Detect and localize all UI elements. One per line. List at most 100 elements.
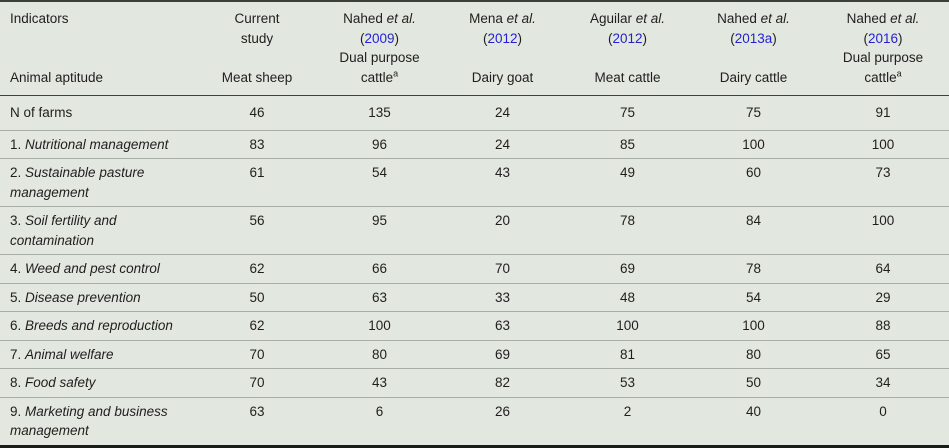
value-cell: 66 <box>319 254 440 283</box>
citation-link-year[interactable]: 2016 <box>867 30 899 46</box>
value-cell: 24 <box>494 105 511 120</box>
value-cell: 100 <box>690 129 817 159</box>
header-column-aguilar-2012: Aguilar et al. (2012) Meat cattle <box>565 2 690 96</box>
study-name: Aguilar <box>589 11 632 26</box>
value-cell: 78 <box>565 206 690 255</box>
table-header: Indicators Animal aptitude Current study… <box>0 2 949 96</box>
etal-text: et al. <box>886 11 920 26</box>
value-cell: 100 <box>817 206 949 255</box>
value-cell: 53 <box>565 368 690 397</box>
indicator-label: 8. Food safety <box>0 368 195 397</box>
value-cell: 100 <box>319 311 440 340</box>
value-cell: 43 <box>440 158 565 207</box>
etal-text: et al. <box>632 11 666 26</box>
study-line2: study <box>240 30 274 46</box>
citation-link-year[interactable]: 2009 <box>364 30 395 46</box>
value-cell: 49 <box>565 158 690 207</box>
footnote-marker: a <box>896 68 902 78</box>
value-cell: 65 <box>195 444 319 445</box>
value-cell: 80 <box>319 339 440 369</box>
table-row: OCI655646546354 <box>0 444 949 445</box>
value-cell: 26 <box>440 396 565 445</box>
value-cell: 20 <box>440 206 565 255</box>
value-cell: 69 <box>440 339 565 369</box>
indicator-name: Breeds and reproduction <box>25 318 173 333</box>
indicator-number: 2. <box>10 165 26 180</box>
indicator-name: Weed and pest control <box>25 261 160 276</box>
indicator-label: 1. Nutritional management <box>0 129 195 159</box>
value-cell: 70 <box>195 368 319 397</box>
citation-link-year[interactable]: 2013a <box>734 30 773 46</box>
value-cell: 63 <box>690 444 817 445</box>
value-cell: 70 <box>440 254 565 283</box>
value-cell: 46 <box>440 444 565 445</box>
value-cell: 43 <box>319 368 440 397</box>
table-row: 1. Nutritional management 83 96 24 85 100 100 <box>0 129 949 159</box>
value-cell: 62 <box>195 254 319 283</box>
table-row: 7. Animal welfare 70 80 69 81 80 65 <box>0 339 949 369</box>
indicator-number: 9. <box>10 403 26 419</box>
indicator-name: N of farms <box>10 105 73 120</box>
study-source: Mena et al. (2012) <box>469 9 536 48</box>
value-cell: 54 <box>565 444 690 445</box>
paren: ( <box>863 30 868 46</box>
indicator-label: 4. Weed and pest control <box>0 254 195 283</box>
value-cell: 84 <box>690 206 817 255</box>
indicator-label: 7. Animal welfare <box>0 339 195 369</box>
table-row: 4. Weed and pest control 62 66 70 69 78 64 <box>0 254 949 283</box>
value-cell: 80 <box>690 339 817 369</box>
table-row: 6. Breeds and reproduction 62 100 63 100 100 8… <box>0 311 949 340</box>
table-row: 3. Soil fertility and contamination 56 95 2… <box>0 206 949 255</box>
indicator-label: 2. Sustainable pasture management <box>0 158 195 207</box>
header-animal-aptitude-label: Animal aptitude <box>10 69 104 85</box>
footnote-marker: a <box>393 68 399 78</box>
value-cell: 54 <box>690 282 817 312</box>
value-cell: 6 <box>319 396 440 445</box>
value-cell: 135 <box>368 105 391 120</box>
header-indicators-cell: Indicators Animal aptitude <box>0 2 195 96</box>
study-source: Aguilar et al. (2012) <box>590 9 665 48</box>
header-column-nahed-2013a: Nahed et al. (2013a) Dairy cattle <box>690 2 817 96</box>
value-cell: 54 <box>817 444 949 445</box>
paren: ) <box>642 30 648 46</box>
value-cell: 63 <box>440 311 565 340</box>
value-cell: 64 <box>817 254 949 283</box>
paren: ) <box>517 30 523 46</box>
study-source: Nahed et al. (2016) <box>847 9 920 48</box>
indicator-name: Food safety <box>25 375 96 390</box>
citation-link-year[interactable]: 2012 <box>612 30 643 46</box>
aptitude-label: Dual purpose cattlea <box>842 50 924 85</box>
etal-text: et al. <box>502 11 536 26</box>
value-cell: 83 <box>195 129 319 159</box>
indicator-number: 3. <box>10 213 26 228</box>
value-cell: 34 <box>817 368 949 397</box>
value-cell: 100 <box>565 311 690 340</box>
header-column-current-study: Current study Meat sheep <box>195 2 319 96</box>
etal-text: et al. <box>756 11 790 26</box>
header-column-nahed-2009: Nahed et al. (2009) Dual purpose cattlea <box>319 2 440 96</box>
value-cell: 88 <box>817 311 949 340</box>
value-cell: 78 <box>690 254 817 283</box>
paren: ) <box>394 30 400 46</box>
paren: ( <box>730 30 735 46</box>
indicator-number: 4. <box>10 261 26 276</box>
study-name: Nahed <box>717 11 757 26</box>
paren: ) <box>772 30 777 46</box>
citation-link-year[interactable]: 2012 <box>487 30 518 46</box>
study-source: Nahed et al. (2013a) <box>717 9 790 48</box>
value-cell: 2 <box>565 396 690 445</box>
indicator-label: OCI <box>0 444 195 445</box>
value-cell: 56 <box>195 206 319 255</box>
indicator-name: Sustainable pasture management <box>10 165 145 200</box>
value-cell: 40 <box>690 396 817 445</box>
value-cell: 33 <box>440 282 565 312</box>
value-cell: 46 <box>249 105 265 120</box>
value-cell: 29 <box>817 282 949 312</box>
indicator-number: 5. <box>10 289 26 305</box>
aptitude-label: Meat cattle <box>594 69 661 85</box>
table-row: 5. Disease prevention 50 63 33 48 54 29 <box>0 282 949 312</box>
table-row: N of farms 46 135 24 75 75 91 <box>0 96 949 131</box>
value-cell: 50 <box>195 282 319 312</box>
indicator-name: Marketing and business management <box>10 403 168 439</box>
